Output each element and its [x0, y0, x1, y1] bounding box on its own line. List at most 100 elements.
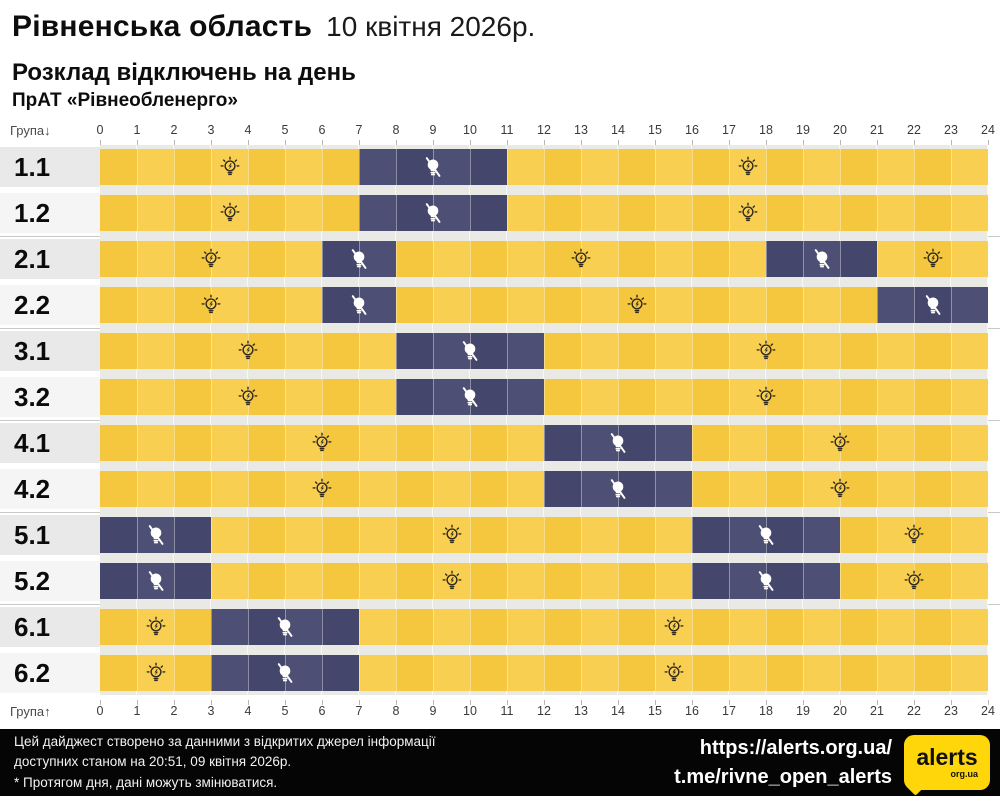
hour-cell-on [285, 241, 322, 277]
bulb-on-icon [920, 246, 946, 272]
hour-cell-on [655, 241, 692, 277]
bulb-off-icon [346, 292, 372, 318]
hour-cell-on [137, 241, 174, 277]
hour-cell-on [729, 241, 766, 277]
hour-cell-on [396, 655, 433, 691]
hour-cell-on [877, 425, 914, 461]
hour-cell-on [174, 333, 211, 369]
hour-cell-on [914, 379, 951, 415]
hour-cell-on [692, 149, 729, 185]
row-label: 1.2 [0, 193, 100, 233]
hour-tick-label: 11 [500, 123, 514, 137]
row-label: 1.1 [0, 147, 100, 187]
hour-tick-label: 8 [392, 704, 400, 718]
hour-cell-on [359, 471, 396, 507]
hour-tick-label: 4 [244, 704, 252, 718]
hour-cell-on [951, 563, 988, 599]
schedule-date: 10 квітня 2026р. [326, 11, 536, 42]
hour-cell-on [359, 563, 396, 599]
row-track [100, 655, 988, 691]
hour-cell-on [544, 333, 581, 369]
hour-cell-on [729, 471, 766, 507]
hour-tick-label: 13 [574, 704, 588, 718]
schedule-row-5.2: 5.2 [0, 561, 1000, 601]
hour-cell-on [914, 333, 951, 369]
hour-cell-on [396, 563, 433, 599]
hour-cell-on [248, 333, 285, 369]
bulb-on-icon [198, 246, 224, 272]
hour-cell-on [803, 471, 840, 507]
hour-tick-mark [544, 140, 545, 145]
hour-tick-mark [914, 700, 915, 705]
provider-name: ПрАТ «Рівнеобленерго» [12, 90, 238, 111]
hour-cell-off [322, 287, 359, 323]
hour-tick-label: 24 [981, 704, 995, 718]
hour-axis-bottom: Група↑ 0 1 2 3 4 5 6 7 8 9 10 11 12 13 14 15 16 17 18 19 20 2… [0, 700, 1000, 725]
bulb-off-icon [420, 200, 446, 226]
schedule-row-3.2: 3.2 [0, 377, 1000, 417]
hour-cell-on [544, 563, 581, 599]
hour-tick-mark [618, 140, 619, 145]
bulb-off-icon [272, 660, 298, 686]
hour-cell-on [914, 425, 951, 461]
hour-cell-on [100, 149, 137, 185]
logo-text: alerts [916, 744, 978, 770]
schedule-row-4.1: 4.1 [0, 423, 1000, 463]
hour-cell-on [137, 379, 174, 415]
bulb-on-icon [439, 522, 465, 548]
hour-cell-on [766, 333, 803, 369]
hour-tick-label: 6 [318, 704, 326, 718]
hour-cell-off [433, 379, 470, 415]
hour-cell-off [100, 517, 137, 553]
group-axis-label-top: Група↓ [10, 123, 51, 138]
hour-cell-off [470, 195, 507, 231]
hour-cell-on [951, 471, 988, 507]
hour-cell-on [803, 333, 840, 369]
hour-cell-on [211, 379, 248, 415]
hour-cell-off [581, 471, 618, 507]
bulb-off-icon [143, 522, 169, 548]
hour-cell-on [174, 287, 211, 323]
hour-cell-on [618, 379, 655, 415]
hour-cell-on [470, 563, 507, 599]
hour-tick-label: 10 [463, 123, 477, 137]
hour-tick-label: 21 [870, 704, 884, 718]
bulb-on-icon [235, 384, 261, 410]
hour-cell-off [322, 655, 359, 691]
hour-cell-on [470, 287, 507, 323]
hour-cell-on [951, 517, 988, 553]
hour-cell-on [544, 517, 581, 553]
schedule-row-3.1: 3.1 [0, 331, 1000, 371]
hour-cell-on [766, 195, 803, 231]
hour-cell-on [581, 149, 618, 185]
bulb-off-icon [605, 476, 631, 502]
footer-bar: Цей дайджест створено за данними з відкр… [0, 729, 1000, 796]
row-label: 3.1 [0, 331, 100, 371]
hour-cell-off [729, 517, 766, 553]
hour-cell-on [951, 333, 988, 369]
hour-cell-on [655, 379, 692, 415]
hour-cell-on [137, 149, 174, 185]
hour-cell-on [692, 379, 729, 415]
row-track [100, 517, 988, 553]
hour-tick-mark [803, 140, 804, 145]
hour-cell-on [470, 655, 507, 691]
hour-tick-mark [174, 140, 175, 145]
hour-cell-on [803, 655, 840, 691]
hour-tick-mark [988, 700, 989, 705]
schedule-row-1.1: 1.1 [0, 147, 1000, 187]
hour-cell-on [433, 471, 470, 507]
row-track [100, 563, 988, 599]
hour-cell-on [951, 379, 988, 415]
telegram-url: t.me/rivne_open_alerts [674, 765, 892, 788]
hour-cell-on [359, 379, 396, 415]
bulb-on-icon [753, 384, 779, 410]
hour-cell-on [951, 241, 988, 277]
hour-cell-on [692, 241, 729, 277]
hour-cell-on [951, 195, 988, 231]
hour-tick-label: 12 [537, 704, 551, 718]
hour-tick-mark [581, 140, 582, 145]
hour-tick-mark [211, 700, 212, 705]
hour-cell-on [581, 563, 618, 599]
hour-tick-mark [137, 700, 138, 705]
